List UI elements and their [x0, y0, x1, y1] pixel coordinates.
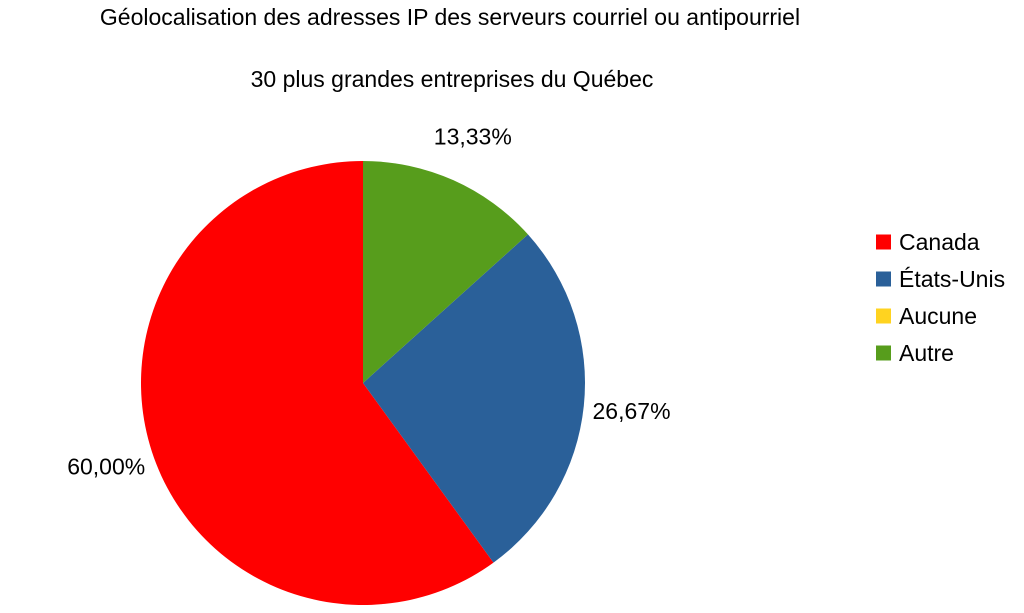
pie-slices	[140, 161, 585, 605]
legend-item-aucune: Aucune	[876, 303, 977, 329]
pie-slice-autre	[363, 161, 528, 383]
legend-item-autre: Autre	[876, 340, 954, 366]
legend-label-autre: Autre	[899, 340, 954, 366]
pie-data-labels: 60,00% 26,67% 13,33%	[67, 123, 670, 479]
legend-swatch-aucune	[876, 308, 891, 324]
legend-label-canada: Canada	[899, 229, 980, 255]
legend-item-canada: Canada	[876, 229, 980, 255]
legend-label-aucune: Aucune	[899, 303, 977, 329]
data-label-etats-unis: 26,67%	[593, 398, 671, 424]
chart-title: Géolocalisation des adresses IP des serv…	[100, 4, 800, 30]
data-label-autre: 13,33%	[434, 123, 512, 149]
legend-swatch-etats-unis	[876, 271, 891, 287]
legend-label-etats-unis: États-Unis	[899, 266, 1005, 292]
data-label-canada: 60,00%	[67, 453, 145, 479]
legend-swatch-canada	[876, 234, 891, 250]
legend-item-etats-unis: États-Unis	[876, 266, 1005, 292]
legend: Canada États-Unis Aucune Autre	[876, 229, 1005, 366]
chart-subtitle: 30 plus grandes entreprises du Québec	[251, 66, 654, 92]
legend-swatch-autre	[876, 345, 891, 361]
pie-slice-canada	[140, 161, 494, 605]
pie-slice-etats-unis	[363, 234, 585, 563]
